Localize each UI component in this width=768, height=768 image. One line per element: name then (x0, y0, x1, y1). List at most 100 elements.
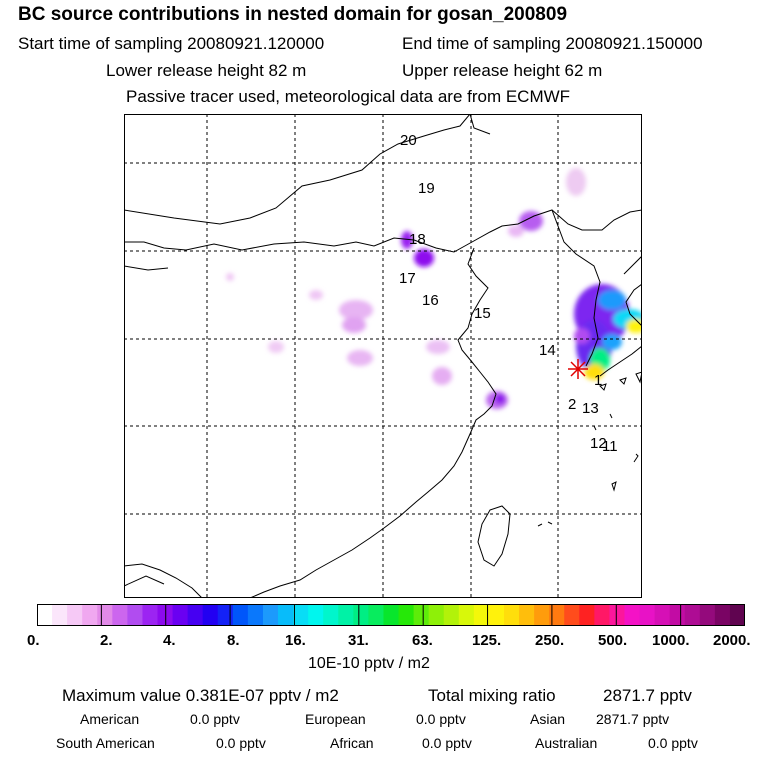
colorbar-segment (458, 604, 475, 626)
colorbar-segment (323, 604, 339, 626)
colorbar-segment (217, 604, 234, 626)
colorbar-segment (353, 604, 369, 626)
colorbar-tick: 125. (472, 632, 502, 649)
trajectory-label: 16 (422, 292, 439, 309)
colorbar-segment (37, 604, 53, 626)
colorbar-segment (262, 604, 279, 626)
colorbar-segment (639, 604, 656, 626)
african-value: 0.0 pptv (422, 735, 472, 751)
source-contribution-map: 20 19 18 17 16 15 14 1 2 13 12 11 (124, 114, 642, 598)
colorbar-segment (609, 604, 626, 626)
trajectory-label: 14 (539, 342, 556, 359)
map-title: BC source contributions in nested domain… (18, 4, 568, 25)
colorbar-segment (97, 604, 113, 626)
colorbar-tick: 31. (348, 632, 369, 649)
colorbar-segment (729, 604, 745, 626)
max-value-label: Maximum value 0.381E-07 pptv / m2 (62, 686, 339, 705)
lower-release-label: Lower release height 82 m (106, 61, 307, 80)
trajectory-label: 1 (594, 372, 602, 389)
asian-label: Asian (530, 711, 566, 727)
colorbar-tick: 1000. (652, 632, 690, 649)
total-mixing-label: Total mixing ratio (428, 686, 556, 705)
south-american-label: South American (56, 735, 155, 751)
colorbar-segment (172, 604, 189, 626)
start-time-label: Start time of sampling 20080921.120000 (18, 34, 325, 53)
colorbar-segment (428, 604, 445, 626)
colorbar-segment (579, 604, 595, 626)
colorbar-segment (308, 604, 324, 626)
colorbar (37, 604, 745, 626)
colorbar-segment (127, 604, 144, 626)
colorbar-segment (564, 604, 580, 626)
tracer-info-label: Passive tracer used, meteorological data… (126, 87, 571, 106)
colorbar-segment (473, 604, 490, 626)
colorbar-segment (654, 604, 671, 626)
colorbar-segment (383, 604, 400, 626)
colorbar-segment (669, 604, 686, 626)
star-icon (568, 359, 588, 379)
colorbar-segment (278, 604, 294, 626)
colorbar-segment (293, 604, 309, 626)
colorbar-segment (443, 604, 460, 626)
colorbar-tick: 2000. (713, 632, 751, 649)
colorbar-units: 10E-10 pptv / m2 (308, 655, 430, 672)
colorbar-segment (503, 604, 520, 626)
trajectory-label: 12 (590, 435, 607, 452)
south-american-value: 0.0 pptv (216, 735, 266, 751)
trajectory-label: 15 (474, 305, 491, 322)
colorbar-segment (232, 604, 249, 626)
colorbar-segment (534, 604, 550, 626)
colorbar-segment (413, 604, 430, 626)
colorbar-segment (624, 604, 641, 626)
american-label: American (80, 711, 140, 727)
australian-value: 0.0 pptv (648, 735, 698, 751)
colorbar-segment (488, 604, 505, 626)
lat-lon-grid (124, 114, 642, 598)
trajectory-label: 13 (582, 400, 599, 417)
colorbar-tick: 16. (285, 632, 306, 649)
trajectory-label: 18 (409, 231, 426, 248)
colorbar-segment (398, 604, 415, 626)
colorbar-segment (714, 604, 731, 626)
colorbar-segment (368, 604, 385, 626)
colorbar-tick: 2. (100, 632, 113, 649)
end-time-label: End time of sampling 20080921.150000 (402, 34, 703, 53)
european-value: 0.0 pptv (416, 711, 466, 727)
colorbar-border (37, 604, 745, 626)
colorbar-segment (112, 604, 128, 626)
upper-release-label: Upper release height 62 m (402, 61, 603, 80)
colorbar-segment (187, 604, 204, 626)
colorbar-tick: 500. (598, 632, 628, 649)
colorbar-segment (519, 604, 535, 626)
colorbar-tick: 250. (535, 632, 565, 649)
australian-label: Australian (535, 735, 598, 751)
colorbar-tick: 63. (412, 632, 433, 649)
trajectory-labels: 20 19 18 17 16 15 14 1 2 13 12 11 (399, 132, 618, 455)
trajectory-label: 2 (568, 396, 576, 413)
colorbar-segment (338, 604, 354, 626)
colorbar-segment (202, 604, 219, 626)
trajectory-label: 11 (602, 438, 618, 455)
trajectory-label: 20 (400, 132, 417, 149)
contribution-field (226, 168, 642, 409)
colorbar-tick: 8. (227, 632, 240, 649)
colorbar-segment (699, 604, 716, 626)
colorbar-tick: 0. (27, 632, 40, 649)
trajectory-label: 17 (399, 270, 416, 287)
african-label: African (330, 735, 374, 751)
colorbar-segment (247, 604, 264, 626)
colorbar-segment (67, 604, 83, 626)
colorbar-segment (594, 604, 611, 626)
american-value: 0.0 pptv (190, 711, 240, 727)
total-mixing-value: 2871.7 pptv (603, 686, 692, 705)
colorbar-segment (142, 604, 159, 626)
asian-value: 2871.7 pptv (596, 711, 670, 727)
trajectory-label: 19 (418, 180, 435, 197)
coastlines (124, 114, 642, 598)
european-label: European (305, 711, 366, 727)
colorbar-segment (684, 604, 701, 626)
colorbar-segment (82, 604, 98, 626)
colorbar-segment (52, 604, 68, 626)
colorbar-tick: 4. (163, 632, 176, 649)
colorbar-segment (549, 604, 565, 626)
